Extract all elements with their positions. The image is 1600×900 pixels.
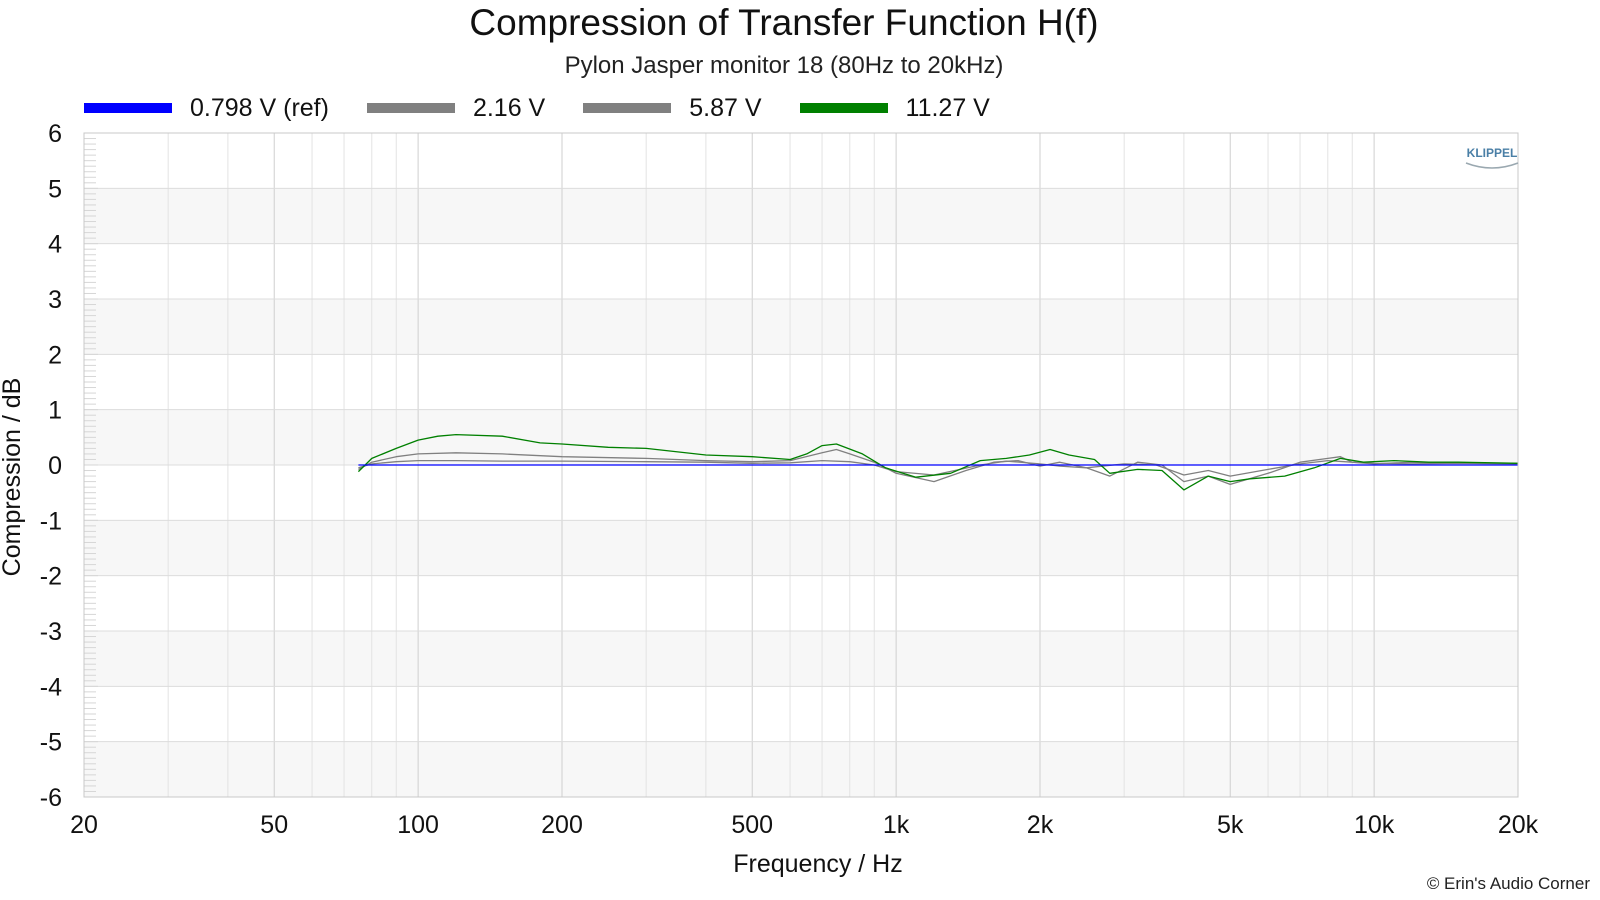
y-tick-label: 3 (48, 286, 62, 314)
y-tick-label: -5 (40, 729, 62, 757)
y-tick-label: 0 (48, 452, 62, 480)
plot-band (84, 354, 1518, 410)
plot-frame (83, 132, 1519, 798)
chart-title: Compression of Transfer Function H(f) (469, 2, 1099, 43)
x-tick-label: 10k (1354, 811, 1395, 839)
plot-band (84, 299, 1518, 355)
y-tick-label: -6 (40, 784, 62, 812)
plot-band (84, 465, 1518, 521)
x-tick-label: 20k (1498, 811, 1539, 839)
plot-bands (84, 133, 1518, 797)
legend-swatch-ref (84, 103, 172, 113)
legend-label-ref: 0.798 V (ref) (190, 93, 329, 122)
plot-band (84, 686, 1518, 742)
x-tick-label: 5k (1217, 811, 1244, 839)
copyright-watermark: © Erin's Audio Corner (1426, 874, 1590, 893)
legend: 0.798 V (ref) 2.16 V 5.87 V 11.27 V (84, 90, 1028, 126)
klippel-logo: KLIPPEL (1460, 143, 1524, 173)
plot-band (84, 520, 1518, 576)
x-tick-label: 50 (260, 811, 288, 839)
legend-label-11v: 11.27 V (905, 93, 990, 122)
chart-subtitle: Pylon Jasper monitor 18 (80Hz to 20kHz) (564, 52, 1004, 79)
legend-item-2v[interactable]: 2.16 V (366, 93, 546, 123)
legend-swatch-5v (583, 103, 672, 113)
svg-text:KLIPPEL: KLIPPEL (1467, 146, 1518, 160)
x-tick-label: 200 (541, 811, 583, 839)
legend-label-2v: 2.16 V (472, 93, 546, 122)
y-tick-label: 5 (48, 175, 62, 203)
legend-swatch-2v (366, 103, 455, 113)
y-tick-label: -2 (40, 563, 62, 591)
plot-band (84, 243, 1518, 299)
y-tick-label: 6 (48, 120, 62, 148)
x-tick-label: 500 (731, 811, 773, 839)
x-axis-label: Frequency / Hz (733, 850, 903, 878)
plot-band (84, 133, 1518, 189)
legend-item-ref[interactable]: 0.798 V (ref) (84, 94, 329, 123)
y-tick-label: -1 (40, 507, 62, 535)
x-tick-label: 100 (397, 811, 439, 839)
legend-label-5v: 5.87 V (689, 93, 762, 122)
legend-item-5v[interactable]: 5.87 V (583, 93, 762, 123)
x-axis-ticks: 20 50 100 200 500 1k 2k 5k 10k 20k (70, 811, 1539, 839)
series-line-2 (358, 448, 1518, 486)
legend-item-11v[interactable]: 11.27 V (799, 93, 990, 123)
x-tick-label: 20 (70, 811, 98, 839)
y-axis-ticks: 6 5 4 3 2 1 0 -1 -2 -3 -4 -5 -6 (40, 120, 62, 812)
y-tick-label: 2 (48, 341, 62, 369)
plot-band (84, 741, 1518, 797)
y-tick-label: 1 (48, 397, 62, 425)
y-tick-label: -4 (40, 673, 62, 701)
x-tick-label: 2k (1027, 811, 1054, 839)
x-tick-label: 1k (883, 811, 910, 839)
series-lines (357, 433, 1519, 491)
series-line-3 (357, 433, 1519, 491)
plot-band (84, 409, 1518, 465)
y-tick-label: 4 (48, 231, 62, 259)
plot-band (84, 188, 1518, 244)
plot-band (84, 575, 1518, 631)
y-tick-label: -3 (40, 618, 62, 646)
legend-swatch-11v (799, 103, 888, 113)
y-axis-label: Compression / dB (0, 378, 26, 577)
series-line-1 (358, 459, 1519, 477)
plot-band (84, 631, 1518, 687)
